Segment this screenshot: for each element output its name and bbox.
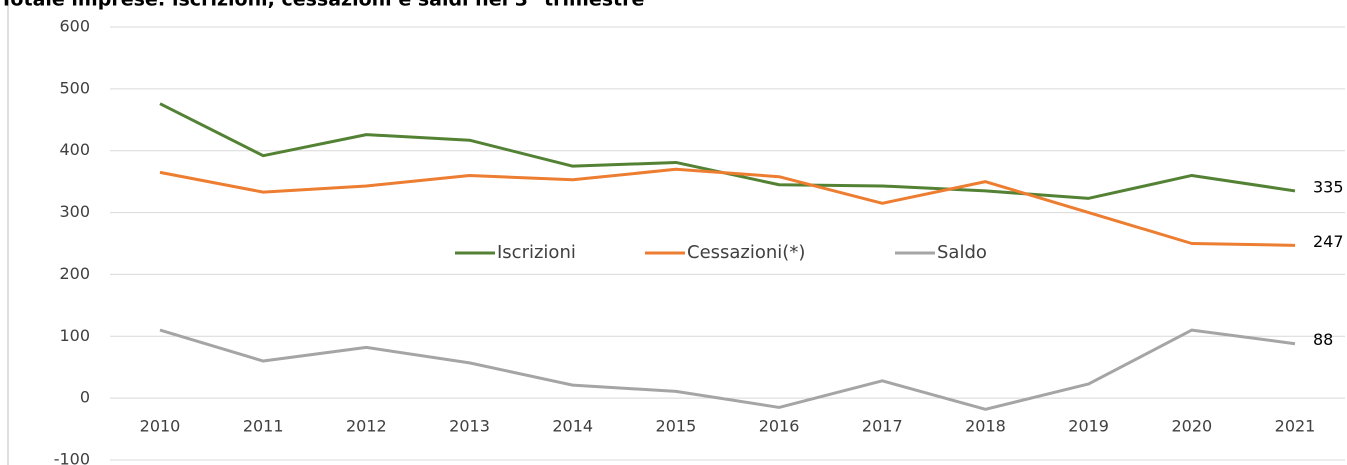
data-label: 88 <box>1313 330 1333 349</box>
x-tick-label: 2018 <box>965 417 1006 436</box>
y-tick-label: 400 <box>59 140 90 159</box>
y-tick-label: 100 <box>59 326 90 345</box>
x-tick-label: 2019 <box>1068 417 1109 436</box>
legend-label: Cessazioni(*) <box>687 242 805 263</box>
y-tick-label: 500 <box>59 78 90 97</box>
x-tick-label: 2021 <box>1275 417 1316 436</box>
x-tick-label: 2016 <box>759 417 800 436</box>
series-line <box>159 328 1296 411</box>
y-tick-label: 200 <box>59 264 90 283</box>
x-tick-label: 2013 <box>449 417 490 436</box>
x-tick-label: 2015 <box>656 417 697 436</box>
x-tick-label: 2012 <box>346 417 387 436</box>
data-label: 247 <box>1313 232 1344 251</box>
series-line <box>159 167 1296 247</box>
y-tick-label: -100 <box>54 450 90 465</box>
x-tick-label: 2011 <box>243 417 284 436</box>
x-tick-label: 2014 <box>552 417 593 436</box>
chart-title: Totale imprese: iscrizioni, cessazioni e… <box>0 0 644 11</box>
legend-label: Iscrizioni <box>497 242 576 263</box>
x-tick-label: 2017 <box>862 417 903 436</box>
y-tick-label: 300 <box>59 202 90 221</box>
legend-label: Saldo <box>937 242 987 263</box>
y-tick-label: 0 <box>80 388 90 407</box>
x-tick-label: 2010 <box>140 417 181 436</box>
x-tick-label: 2020 <box>1171 417 1212 436</box>
y-tick-label: 600 <box>59 17 90 36</box>
data-label: 335 <box>1313 177 1344 196</box>
